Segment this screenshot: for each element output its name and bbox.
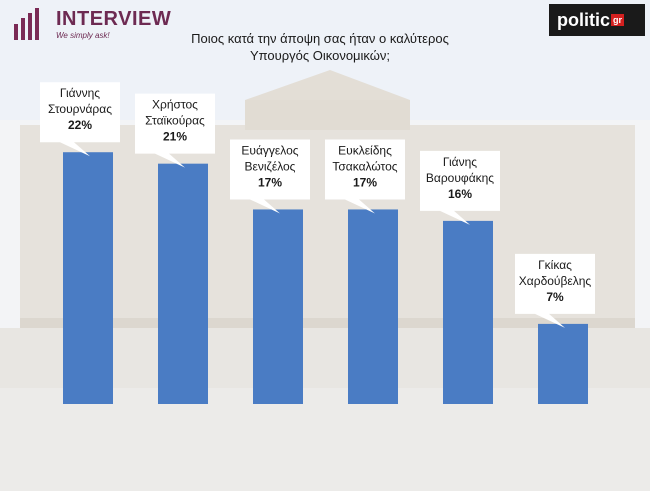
callout-5: Γιάνης Βαρουφάκης 16%	[420, 150, 500, 225]
callout-box-6	[515, 253, 595, 328]
category-label-5-1: Γιάνης	[443, 155, 477, 169]
callout-1: Γιάννης Στουρνάρας 22%	[40, 82, 120, 157]
politic-logo-suffix: gr	[611, 14, 624, 26]
bar-2	[158, 163, 208, 404]
chart-title-line2: Υπουργός Οικονομικών;	[249, 48, 391, 63]
category-label-2-1: Χρήστος	[152, 98, 198, 112]
chart-title: Ποιος κατά την άποψη σας ήταν ο καλύτερο…	[150, 30, 490, 64]
callout-2: Χρήστος Σταϊκούρας 21%	[135, 93, 215, 168]
category-label-2-2: Σταϊκούρας	[145, 114, 205, 128]
bar-4	[348, 209, 398, 404]
politic-logo-name: politic	[557, 9, 610, 30]
value-label-6: 7%	[546, 290, 564, 304]
brand-name: INTERVIEW	[56, 8, 172, 30]
category-label-4-2: Τσακαλώτος	[332, 159, 397, 173]
brand-tagline: We simply ask!	[56, 31, 110, 40]
category-label-6-1: Γκίκας	[538, 258, 572, 272]
callout-4: Ευκλείδης Τσακαλώτος 17%	[325, 139, 405, 214]
brand-bars-icon	[14, 8, 50, 40]
bar-6	[538, 323, 588, 404]
callout-box-2	[135, 93, 215, 168]
bar-5	[443, 220, 493, 404]
bar-1	[63, 152, 113, 404]
value-label-3: 17%	[258, 175, 282, 189]
callout-3: Ευάγγελος Βενιζέλος 17%	[230, 139, 310, 214]
callout-box-4	[325, 139, 405, 214]
bar-3	[253, 209, 303, 404]
category-label-4-1: Ευκλείδης	[338, 143, 392, 157]
category-label-3-1: Ευάγγελος	[241, 143, 298, 157]
category-label-5-2: Βαρουφάκης	[426, 171, 494, 185]
callout-6: Γκίκας Χαρδούβελης 7%	[515, 253, 595, 328]
category-label-6-2: Χαρδούβελης	[519, 274, 592, 288]
value-label-2: 21%	[163, 130, 187, 144]
interview-logo: INTERVIEW We simply ask!	[14, 8, 171, 40]
value-label-1: 22%	[68, 118, 92, 132]
value-label-4: 17%	[353, 175, 377, 189]
category-label-3-2: Βενιζέλος	[245, 159, 296, 173]
callout-box-1	[40, 82, 120, 157]
chart-title-line1: Ποιος κατά την άποψη σας ήταν ο καλύτερο…	[191, 31, 449, 46]
callout-box-3	[230, 139, 310, 214]
category-label-1-2: Στουρνάρας	[48, 102, 112, 116]
callout-box-5	[420, 150, 500, 225]
category-label-1-1: Γιάννης	[60, 86, 100, 100]
value-label-5: 16%	[448, 187, 472, 201]
politic-logo: politic gr	[549, 4, 645, 36]
